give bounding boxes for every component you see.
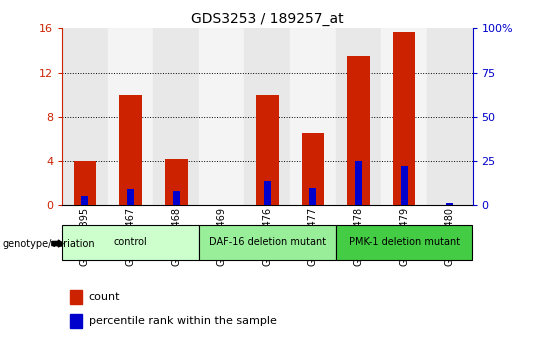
Bar xyxy=(256,95,279,205)
Bar xyxy=(446,202,453,205)
Bar xyxy=(62,28,107,205)
Bar xyxy=(199,28,245,205)
Bar xyxy=(119,95,142,205)
Bar xyxy=(70,314,82,328)
Bar xyxy=(401,166,408,205)
Text: control: control xyxy=(113,238,147,247)
Text: genotype/variation: genotype/variation xyxy=(3,239,96,249)
Bar xyxy=(290,28,336,205)
Bar xyxy=(199,225,336,260)
Text: count: count xyxy=(89,292,120,302)
Bar xyxy=(309,188,316,205)
Bar xyxy=(82,195,89,205)
Text: percentile rank within the sample: percentile rank within the sample xyxy=(89,316,276,326)
Title: GDS3253 / 189257_at: GDS3253 / 189257_at xyxy=(191,12,343,26)
Bar xyxy=(153,28,199,205)
Bar xyxy=(73,161,96,205)
Bar xyxy=(107,28,153,205)
Bar xyxy=(173,191,179,205)
Bar xyxy=(355,161,362,205)
Bar xyxy=(245,28,290,205)
Bar xyxy=(427,28,472,205)
Bar xyxy=(264,181,271,205)
Bar xyxy=(393,32,415,205)
Bar xyxy=(127,189,134,205)
Bar xyxy=(336,225,472,260)
Bar xyxy=(62,225,199,260)
Bar xyxy=(347,56,370,205)
Bar xyxy=(336,28,381,205)
Text: PMK-1 deletion mutant: PMK-1 deletion mutant xyxy=(348,238,460,247)
Bar xyxy=(301,133,325,205)
Bar xyxy=(165,159,187,205)
Bar xyxy=(70,290,82,304)
Bar xyxy=(381,28,427,205)
Text: DAF-16 deletion mutant: DAF-16 deletion mutant xyxy=(209,238,326,247)
